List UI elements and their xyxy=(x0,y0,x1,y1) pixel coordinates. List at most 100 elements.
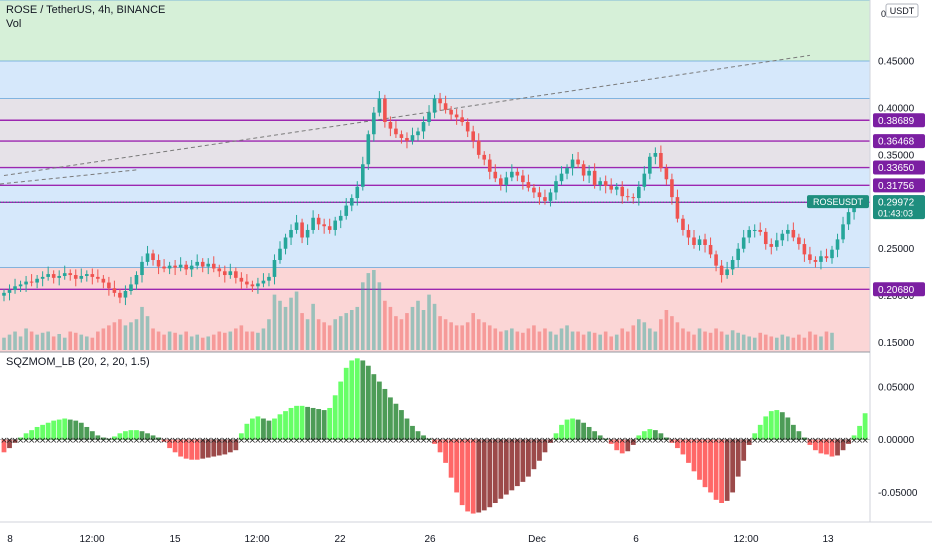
time-label: 26 xyxy=(424,534,436,545)
candle-body xyxy=(719,265,724,276)
candle-body xyxy=(449,109,453,115)
momentum-bar xyxy=(746,439,752,445)
squeeze-dot: × xyxy=(243,436,251,446)
squeeze-dot: × xyxy=(801,436,809,446)
candle-body xyxy=(653,153,658,157)
momentum-bar xyxy=(796,431,802,440)
volume-bar xyxy=(631,325,636,350)
candle-body xyxy=(769,244,774,247)
squeeze-dot: × xyxy=(508,436,516,446)
time-axis[interactable]: 8 12:00 15 12:00 22 26 Dec 6 12:00 13 xyxy=(0,521,932,545)
volume-bar xyxy=(659,319,663,350)
volume-bar xyxy=(399,319,404,350)
candle-body xyxy=(819,256,823,262)
volume-bar xyxy=(46,331,50,350)
volume-bar xyxy=(338,316,343,350)
squeeze-dot: × xyxy=(420,436,428,446)
squeeze-dot: × xyxy=(342,436,350,446)
squeeze-dot: × xyxy=(61,436,69,446)
osc-tick-label: 0.00000 xyxy=(878,435,915,446)
volume-bar xyxy=(283,306,288,350)
squeeze-dot: × xyxy=(453,436,461,446)
momentum-bar xyxy=(244,423,250,440)
candle-body xyxy=(631,197,636,199)
momentum-bar xyxy=(139,431,145,440)
volume-bar xyxy=(267,319,271,350)
squeeze-dot: × xyxy=(734,436,742,446)
candle-body xyxy=(372,112,376,135)
volume-bar xyxy=(465,322,470,350)
zone-red xyxy=(0,267,870,352)
momentum-bar xyxy=(492,439,498,503)
volume-bar xyxy=(239,325,244,350)
indicator-label: SQZMOM_LB (20, 2, 20, 1.5) xyxy=(6,356,150,368)
momentum-bar xyxy=(150,435,156,440)
momentum-bar xyxy=(857,425,862,440)
volume-bar xyxy=(543,328,547,350)
candle-body xyxy=(791,229,796,238)
candle-body xyxy=(344,205,349,216)
volume-bar xyxy=(278,300,282,350)
squeeze-dot: × xyxy=(552,436,560,446)
squeeze-dot: × xyxy=(861,436,869,446)
momentum-bar xyxy=(708,439,713,493)
momentum-bar xyxy=(343,367,349,440)
momentum-bar xyxy=(360,360,366,440)
candle-body xyxy=(112,288,117,293)
volume-bar xyxy=(681,328,685,350)
squeeze-dot: × xyxy=(657,436,665,446)
time-label: 15 xyxy=(169,534,181,545)
symbol-title: ROSE / TetherUS, 4h, BINANCE xyxy=(6,4,166,16)
momentum-bar xyxy=(818,439,824,454)
candle-body xyxy=(51,274,56,278)
candle-body xyxy=(267,276,271,281)
candle-body xyxy=(167,265,172,269)
squeeze-dot: × xyxy=(232,436,240,446)
volume-bar xyxy=(366,273,371,350)
momentum-bar xyxy=(310,407,316,440)
time-label: Dec xyxy=(528,534,546,545)
candle-body xyxy=(40,276,45,279)
candle-body xyxy=(272,260,277,277)
volume-bar xyxy=(256,332,260,350)
time-label: 12:00 xyxy=(733,534,758,545)
squeeze-dot: × xyxy=(83,436,91,446)
squeeze-dot: × xyxy=(44,436,52,446)
candle-body xyxy=(681,218,685,230)
volume-bar xyxy=(344,313,349,350)
squeeze-dot: × xyxy=(94,436,102,446)
momentum-bar xyxy=(675,439,680,449)
volume-bar xyxy=(797,334,801,350)
candle-body xyxy=(206,263,211,267)
momentum-bar xyxy=(625,439,631,452)
volume-bar xyxy=(780,334,785,350)
volume-bar xyxy=(151,328,155,350)
momentum-bar xyxy=(62,418,68,440)
volume-bar xyxy=(123,325,128,350)
candle-body xyxy=(780,233,785,241)
squeeze-dot: × xyxy=(486,436,494,446)
candle-body xyxy=(609,185,613,190)
volume-bar xyxy=(79,334,84,350)
momentum-bar xyxy=(283,411,288,440)
squeeze-dot: × xyxy=(856,436,864,446)
candle-body xyxy=(421,122,426,132)
squeeze-dot: × xyxy=(354,436,362,446)
candle-body xyxy=(129,284,133,291)
squeeze-dot: × xyxy=(260,436,268,446)
momentum-bar xyxy=(305,406,310,440)
momentum-bar xyxy=(261,418,266,440)
volume-bar xyxy=(206,336,211,350)
trendline-lower xyxy=(0,169,137,185)
time-label: 8 xyxy=(7,534,13,545)
momentum-bar xyxy=(862,413,868,440)
squeeze-dot: × xyxy=(503,436,511,446)
volume-bar xyxy=(416,300,420,350)
squeeze-dot: × xyxy=(381,436,389,446)
momentum-bar xyxy=(454,439,460,493)
volume-bar xyxy=(68,331,73,350)
momentum-bar xyxy=(730,439,736,493)
volume-bar xyxy=(449,322,453,350)
